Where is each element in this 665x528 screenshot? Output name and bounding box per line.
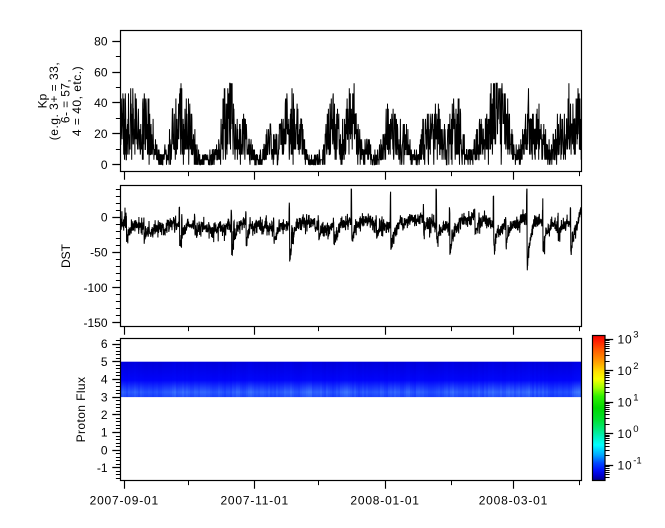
svg-text:-50: -50: [90, 246, 108, 260]
svg-text:3: 3: [101, 390, 108, 404]
svg-text:(e.g. 3+ = 33,: (e.g. 3+ = 33,: [47, 62, 61, 140]
svg-text:3: 3: [633, 329, 638, 340]
svg-text:40: 40: [94, 96, 108, 110]
svg-text:2007-09-01: 2007-09-01: [90, 494, 159, 508]
svg-text:0: 0: [101, 443, 108, 457]
svg-text:80: 80: [94, 34, 108, 48]
svg-text:10: 10: [618, 396, 633, 410]
svg-text:-1: -1: [97, 461, 108, 475]
svg-text:-150: -150: [83, 316, 107, 330]
svg-text:2: 2: [633, 361, 638, 372]
svg-text:2008-01-01: 2008-01-01: [350, 494, 419, 508]
svg-text:0: 0: [101, 158, 108, 172]
svg-text:Proton Flux: Proton Flux: [74, 377, 88, 443]
svg-text:0: 0: [633, 424, 638, 435]
svg-text:6- = 57,: 6- = 57,: [59, 79, 73, 123]
svg-text:5: 5: [101, 355, 108, 369]
svg-text:1: 1: [101, 426, 108, 440]
svg-text:10: 10: [618, 427, 633, 441]
svg-text:60: 60: [94, 65, 108, 79]
svg-text:10: 10: [618, 364, 633, 378]
svg-text:2007-11-01: 2007-11-01: [220, 494, 289, 508]
svg-text:2008-03-01: 2008-03-01: [479, 494, 548, 508]
svg-text:DST: DST: [59, 243, 73, 268]
svg-text:0: 0: [101, 211, 108, 225]
svg-text:6: 6: [101, 337, 108, 351]
svg-text:4 = 40, etc.): 4 = 40, etc.): [70, 66, 84, 136]
svg-text:2: 2: [101, 408, 108, 422]
svg-text:-100: -100: [83, 281, 107, 295]
svg-text:-1: -1: [633, 456, 641, 467]
svg-text:20: 20: [94, 127, 108, 141]
svg-text:4: 4: [101, 373, 108, 387]
svg-text:Kp: Kp: [36, 93, 50, 108]
svg-text:1: 1: [633, 393, 638, 404]
svg-text:10: 10: [618, 459, 633, 473]
svg-text:10: 10: [618, 332, 633, 346]
